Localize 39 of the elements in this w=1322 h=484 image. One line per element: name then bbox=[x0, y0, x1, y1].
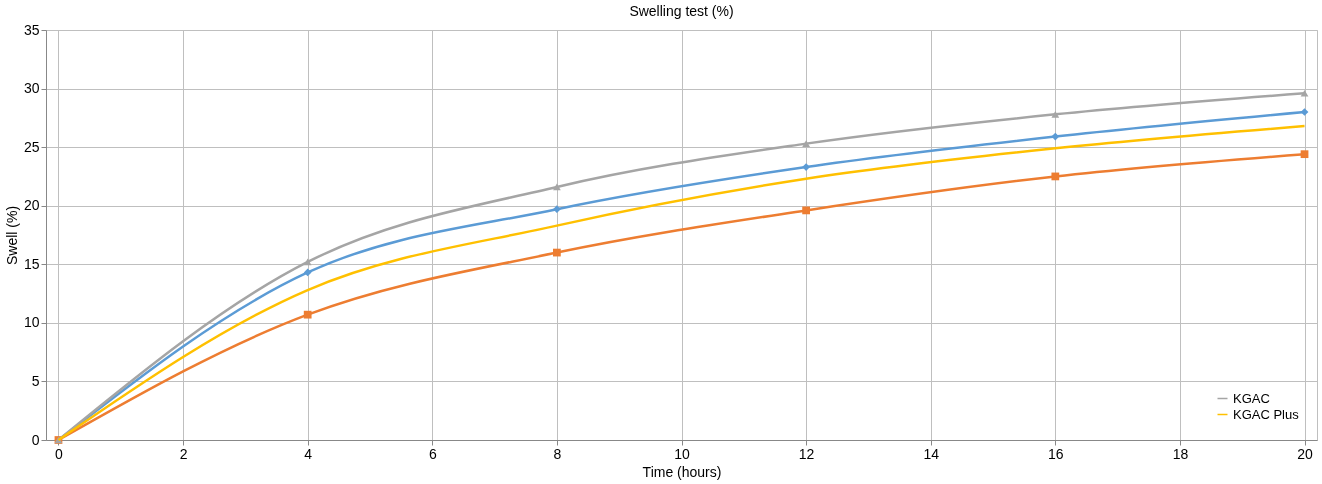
y-tick-label: 30 bbox=[23, 80, 40, 97]
point bbox=[553, 205, 561, 214]
y-tick-label: 35 bbox=[23, 21, 40, 38]
point bbox=[303, 258, 312, 266]
point bbox=[1051, 172, 1060, 181]
point bbox=[1051, 132, 1060, 141]
x-tick-label: 10 bbox=[674, 445, 690, 462]
x-tick-label: 16 bbox=[1048, 445, 1064, 462]
y-tick-label: 0 bbox=[31, 431, 40, 448]
point bbox=[1051, 110, 1060, 118]
point bbox=[802, 140, 810, 147]
x-tick-label: 4 bbox=[304, 445, 313, 462]
x-tick-label: 6 bbox=[428, 445, 437, 462]
chart-title: Swelling test (%) bbox=[629, 3, 734, 19]
x-tick-label: 2 bbox=[179, 445, 188, 462]
x-tick-label: 8 bbox=[553, 445, 562, 462]
point bbox=[303, 310, 312, 319]
legend-label: KGAC Plus bbox=[1233, 406, 1300, 422]
y-tick-label: 15 bbox=[23, 255, 40, 272]
point bbox=[1300, 150, 1309, 159]
y-tick-label: 25 bbox=[23, 138, 40, 155]
point bbox=[802, 206, 810, 215]
x-tick-label: 12 bbox=[798, 445, 815, 462]
x-tick-label: 0 bbox=[55, 445, 64, 462]
point bbox=[802, 163, 810, 171]
point bbox=[303, 268, 312, 277]
y-tick-label: 5 bbox=[31, 372, 40, 389]
y-tick-label: 10 bbox=[23, 314, 40, 331]
legend-label: KGAC bbox=[1233, 390, 1270, 406]
y-axis-title: Swell (%) bbox=[3, 205, 20, 266]
x-tick-label: 18 bbox=[1172, 445, 1189, 462]
x-axis-title: Time (hours) bbox=[642, 463, 722, 480]
point bbox=[553, 183, 561, 191]
x-tick-label: 20 bbox=[1297, 445, 1314, 462]
y-tick-label: 20 bbox=[23, 197, 40, 214]
point bbox=[553, 248, 561, 257]
point bbox=[1300, 108, 1309, 116]
point bbox=[1300, 89, 1309, 97]
x-tick-label: 14 bbox=[923, 445, 940, 462]
